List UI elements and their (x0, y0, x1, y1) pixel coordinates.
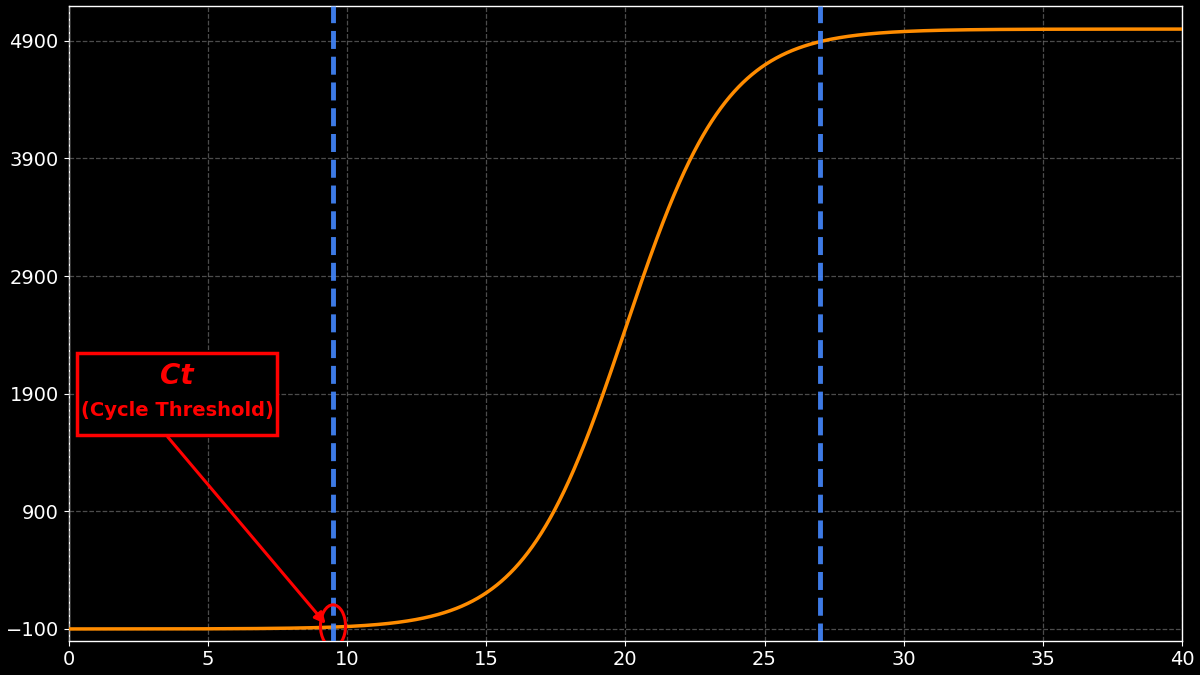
FancyBboxPatch shape (77, 352, 277, 435)
Text: Ct: Ct (161, 362, 194, 389)
Text: (Cycle Threshold): (Cycle Threshold) (80, 401, 274, 420)
